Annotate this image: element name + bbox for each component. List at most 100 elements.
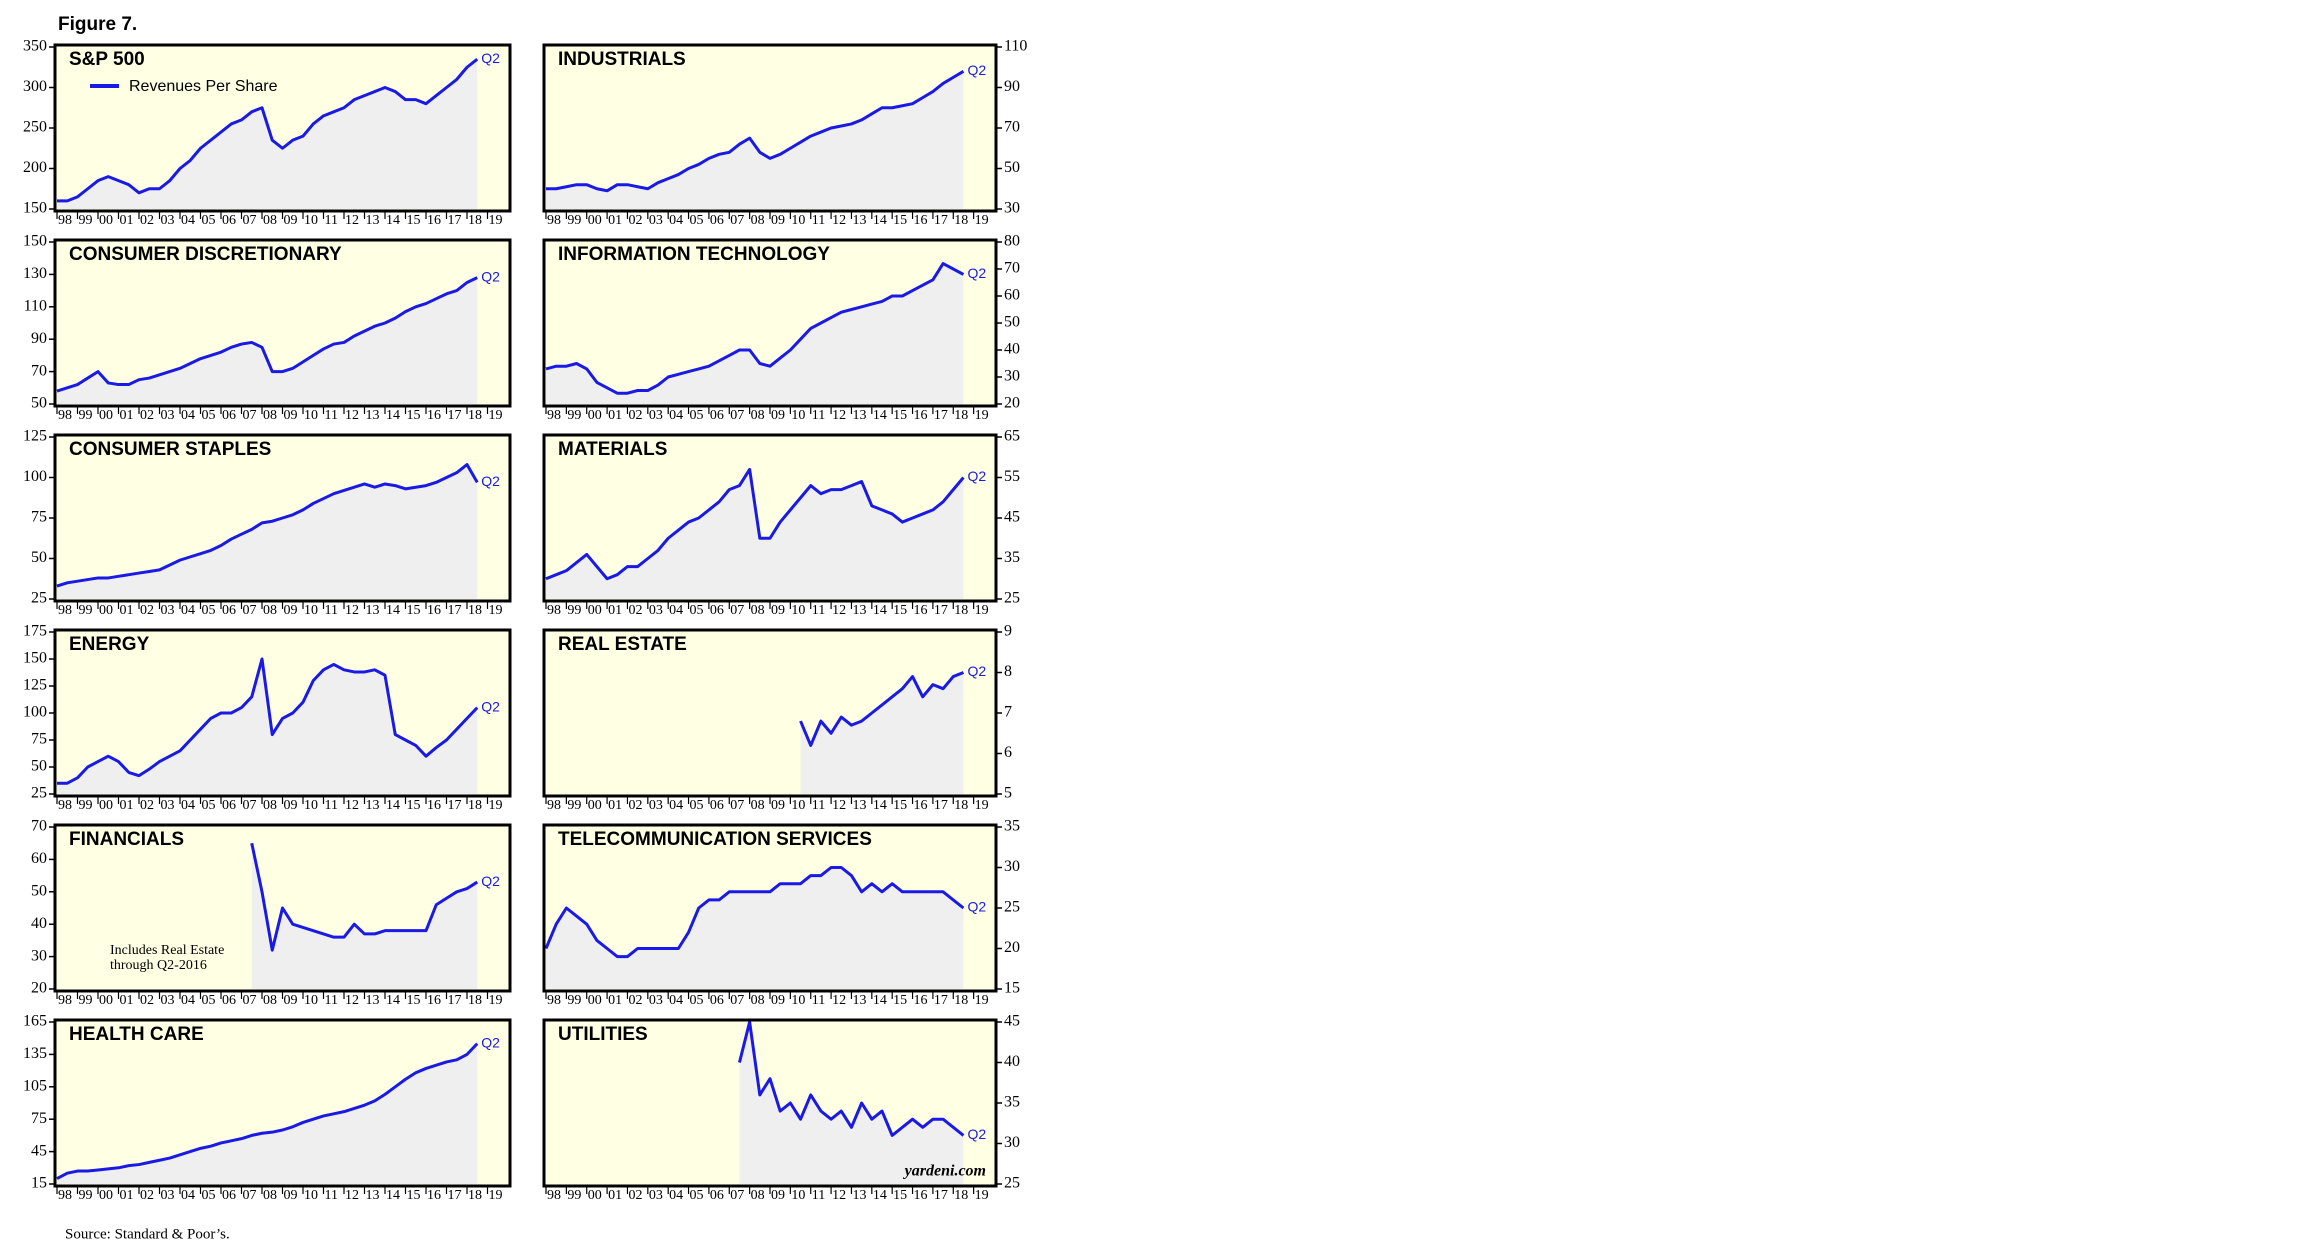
x-tick-label: 13 [366,993,380,1008]
x-tick-label: 06 [710,213,724,228]
x-tick-label: 19 [975,798,989,813]
x-tick-label: 15 [893,1188,907,1203]
x-tick-label: 17 [448,798,462,813]
x-tick-label: 13 [852,1188,866,1203]
x-tick-label: 05 [690,993,704,1008]
x-tick-label: 00 [588,993,602,1008]
x-tick-label: 16 [427,603,441,618]
x-tick-label: 03 [649,408,663,423]
x-tick-label: 13 [366,408,380,423]
x-tick-label: 03 [161,1188,175,1203]
panel-title: MATERIALS [558,439,667,460]
x-tick-label: 12 [345,798,359,813]
x-tick-label: 99 [79,993,93,1008]
x-tick-label: 18 [468,1188,482,1203]
x-tick-label: 03 [649,993,663,1008]
x-tick-label: 98 [547,213,561,228]
x-tick-label: 08 [263,408,277,423]
end-label: Q2 [967,663,986,679]
panel-title: ENERGY [69,634,150,655]
panel-title: HEALTH CARE [69,1024,204,1045]
x-tick-label: 07 [730,213,744,228]
x-tick-label: 10 [791,993,805,1008]
y-tick-label: 50 [1004,159,1020,176]
x-tick-label: 14 [386,408,400,423]
x-tick-label: 05 [202,213,216,228]
x-tick-label: 00 [99,408,113,423]
x-tick-label: 06 [710,993,724,1008]
x-tick-label: 05 [202,603,216,618]
x-tick-label: 15 [407,603,421,618]
x-tick-label: 16 [914,993,928,1008]
x-tick-label: 03 [161,798,175,813]
x-tick-label: 05 [690,408,704,423]
x-tick-label: 14 [386,798,400,813]
x-tick-label: 04 [669,993,683,1008]
panel-title: TELECOMMUNICATION SERVICES [558,829,872,850]
y-tick-label: 125 [23,428,47,445]
x-tick-label: 12 [832,603,846,618]
x-tick-label: 17 [448,603,462,618]
x-tick-label: 07 [243,408,257,423]
y-tick-label: 7 [1004,704,1012,721]
x-tick-label: 18 [468,213,482,228]
x-tick-label: 11 [325,408,338,423]
x-tick-label: 98 [58,993,72,1008]
x-tick-label: 16 [914,603,928,618]
x-tick-label: 07 [730,1188,744,1203]
x-tick-label: 03 [649,1188,663,1203]
y-tick-label: 130 [23,265,47,282]
x-tick-label: 14 [873,798,887,813]
y-tick-label: 20 [1004,395,1020,412]
annotation: through Q2-2016 [110,958,207,973]
source-note: Source: Standard & Poor’s. [65,1226,230,1242]
end-label: Q2 [967,899,986,915]
y-tick-label: 9 [1004,623,1012,640]
x-tick-label: 05 [202,408,216,423]
x-tick-label: 11 [325,798,338,813]
y-tick-label: 250 [23,119,47,136]
y-tick-label: 80 [1004,233,1020,250]
x-tick-label: 12 [345,993,359,1008]
x-tick-label: 10 [791,408,805,423]
x-tick-label: 11 [812,603,825,618]
x-tick-label: 06 [222,798,236,813]
x-tick-label: 01 [120,993,134,1008]
x-tick-label: 18 [468,603,482,618]
y-tick-label: 25 [1004,590,1020,607]
x-tick-label: 07 [243,798,257,813]
x-tick-label: 06 [710,603,724,618]
area-fill [800,672,964,794]
x-tick-label: 14 [873,1188,887,1203]
y-tick-label: 70 [1004,119,1020,136]
x-tick-label: 07 [730,603,744,618]
x-tick-label: 03 [161,603,175,618]
x-tick-label: 98 [58,603,72,618]
x-tick-label: 18 [468,798,482,813]
x-tick-label: 07 [730,993,744,1008]
x-tick-label: 98 [58,213,72,228]
y-tick-label: 35 [1004,549,1020,566]
x-tick-label: 00 [588,213,602,228]
y-tick-label: 105 [23,1077,47,1094]
x-tick-label: 19 [489,798,503,813]
x-tick-label: 17 [934,798,948,813]
x-tick-label: 02 [628,798,642,813]
x-tick-label: 01 [608,1188,622,1203]
x-tick-label: 06 [710,408,724,423]
y-tick-label: 30 [1004,1134,1020,1151]
x-tick-label: 05 [202,1188,216,1203]
x-tick-label: 03 [161,408,175,423]
x-tick-label: 13 [366,1188,380,1203]
x-tick-label: 13 [852,993,866,1008]
y-tick-label: 70 [31,818,47,835]
x-tick-label: 05 [690,603,704,618]
y-tick-label: 55 [1004,468,1020,485]
y-tick-label: 6 [1004,744,1012,761]
x-tick-label: 00 [588,408,602,423]
x-tick-label: 18 [954,408,968,423]
y-tick-label: 175 [23,623,47,640]
x-tick-label: 10 [304,993,318,1008]
x-tick-label: 08 [751,1188,765,1203]
